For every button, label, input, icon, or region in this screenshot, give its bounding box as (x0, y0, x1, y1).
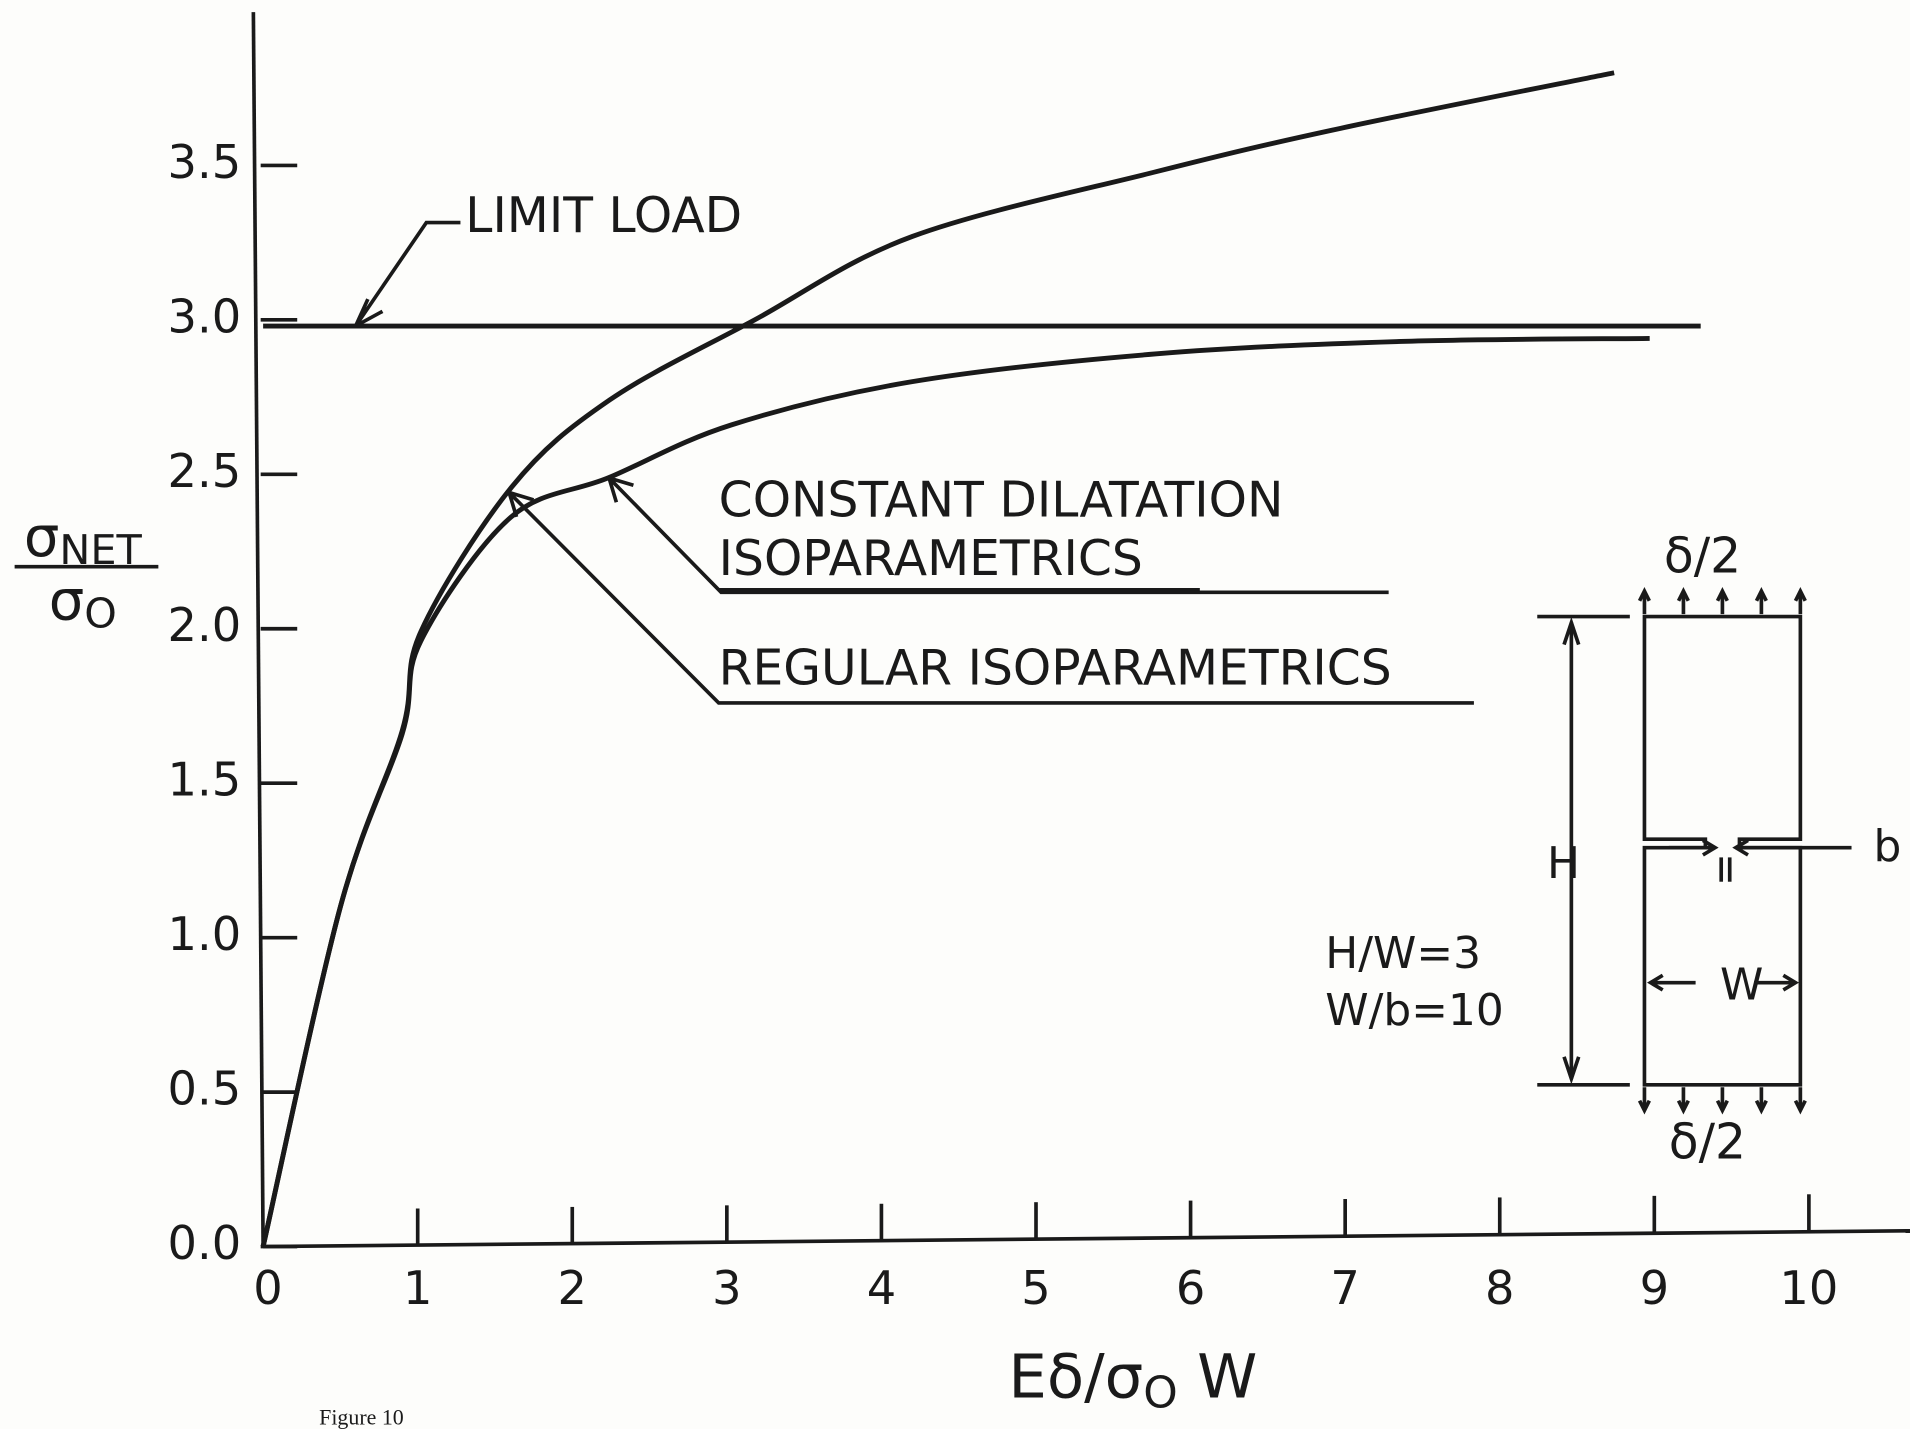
x-tick-label: 9 (1640, 1261, 1669, 1315)
x-axis-label-part: O (1143, 1368, 1178, 1419)
x-tick-label: 5 (1021, 1261, 1050, 1315)
x-tick-label: 1 (403, 1261, 432, 1315)
x-axis (263, 1228, 1910, 1249)
y-tick-label: 3.5 (168, 135, 242, 189)
x-tick-label: 0 (253, 1261, 282, 1315)
y-axis-label-denominator: σO (49, 569, 117, 638)
x-axis-label-part: W (1178, 1342, 1258, 1412)
curve (260, 335, 1650, 1248)
annotation: W/b=10 (1325, 985, 1503, 1036)
x-axis-label-part: Eδ/σ (1008, 1342, 1143, 1412)
y-axis-label-part: O (84, 590, 117, 638)
x-tick-label: 3 (712, 1261, 741, 1315)
y-axis (251, 12, 265, 1247)
y-axis-label-part: σ (49, 569, 85, 634)
x-tick-label: 10 (1779, 1261, 1838, 1315)
x-tick-label: 4 (867, 1261, 896, 1315)
y-tick-label: 0.0 (168, 1216, 242, 1270)
x-tick-label: 7 (1330, 1261, 1359, 1315)
annotation: H (1547, 838, 1580, 889)
annotation: LIMIT LOAD (465, 188, 742, 244)
y-axis-label-part: σ (24, 505, 60, 570)
x-tick-label: 2 (558, 1261, 587, 1315)
annotation: ISOPARAMETRICS (719, 531, 1143, 587)
annotation: b (1873, 821, 1901, 872)
annotation: δ/2 (1669, 1115, 1746, 1171)
annotation: Figure 10 (319, 1404, 404, 1429)
x-tick-label: 8 (1485, 1261, 1514, 1315)
y-tick-label: 3.0 (168, 289, 242, 343)
x-axis-label: Eδ/σO W (1008, 1342, 1257, 1419)
y-tick-label: 0.5 (168, 1062, 242, 1116)
annotation: H/W=3 (1325, 928, 1481, 979)
annotation: W (1720, 960, 1763, 1011)
y-tick-label: 2.0 (168, 598, 242, 652)
y-axis-label-numerator: σNET (24, 505, 143, 574)
y-tick-label: 1.5 (168, 753, 242, 807)
y-tick-label: 1.0 (168, 907, 242, 961)
annotation: REGULAR ISOPARAMETRICS (719, 640, 1392, 696)
specimen-sketch (354, 220, 1852, 1115)
y-tick-label: 2.5 (168, 444, 242, 498)
x-tick-label: 6 (1176, 1261, 1205, 1315)
annotation: δ/2 (1664, 528, 1741, 584)
annotation: CONSTANT DILATATION (719, 473, 1284, 529)
